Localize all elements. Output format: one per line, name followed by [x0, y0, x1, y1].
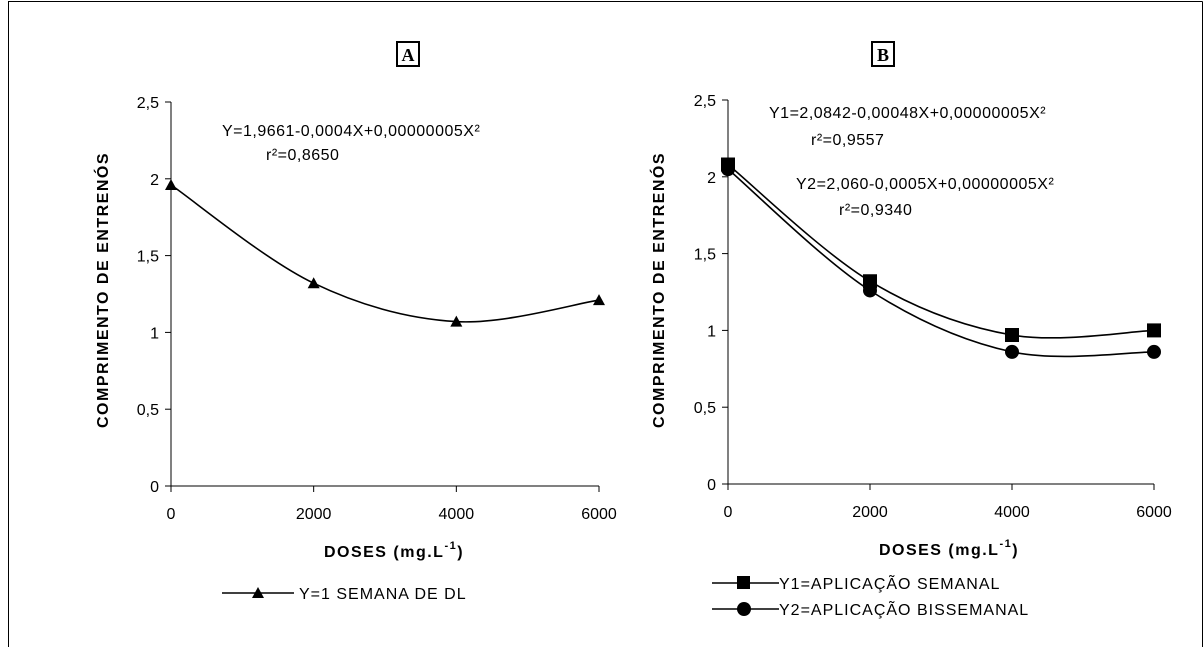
equation-label-y2: Y2=2,060-0,0005X+0,00000005X²	[796, 176, 1054, 193]
panel-a-label: A	[402, 45, 415, 65]
data-point-circle	[721, 162, 735, 177]
panel-a-label-box	[396, 41, 420, 67]
x-axis-title: DOSES (mg.L-1)	[879, 538, 1019, 559]
y-tick-label: 1,5	[137, 249, 159, 266]
data-point-triangle	[450, 315, 463, 327]
x-tick-label: 2000	[852, 504, 888, 521]
x-tick-label: 6000	[581, 506, 617, 523]
r2-label: r²=0,8650	[266, 147, 339, 164]
legend-marker-square	[737, 576, 750, 589]
legend: Y=1 SEMANA DE DL	[222, 586, 467, 603]
x-tick-label: 4000	[439, 506, 475, 523]
data-point-square	[1005, 328, 1019, 343]
legend-label: Y=1 SEMANA DE DL	[299, 586, 467, 603]
x-axis-ticks: 0 2000 4000 6000	[724, 484, 1172, 521]
data-point-triangle	[307, 277, 320, 289]
x-tick-label: 0	[724, 504, 733, 521]
y-tick-label: 0	[707, 477, 716, 494]
data-point-square	[1147, 323, 1161, 338]
y-tick-label: 1	[707, 323, 716, 340]
y-axis-ticks: 0 0,5 1 1,5 2 2,5	[137, 95, 171, 496]
x-tick-label: 6000	[1136, 504, 1172, 521]
y-tick-label: 0,5	[694, 400, 716, 417]
data-point-triangle	[165, 178, 177, 190]
y-tick-label: 1	[150, 325, 159, 342]
plot-area	[165, 178, 605, 327]
x-tick-label: 4000	[994, 504, 1030, 521]
y-tick-label: 2,5	[694, 93, 716, 110]
panel-b-label-box	[871, 41, 895, 67]
series-line	[727, 168, 1155, 358]
legend-label-y2: Y2=APLICAÇÃO BISSEMANAL	[779, 599, 1029, 619]
data-point-triangle	[593, 294, 605, 306]
y-tick-label: 0	[150, 479, 159, 496]
y-tick-label: 0,5	[137, 402, 159, 419]
y-axis-title: COMPRIMENTO DE ENTRENÓS	[93, 152, 112, 428]
data-point-circle	[1005, 344, 1019, 359]
y-tick-label: 2,5	[137, 95, 159, 112]
series-line	[727, 163, 1155, 339]
x-axis-ticks: 0 2000 4000 6000	[167, 486, 617, 523]
series-line	[170, 184, 600, 323]
y-tick-label: 2	[707, 170, 716, 187]
chart-panel-b: B COMPRIMENTO DE ENTRENÓS 0 0,5 1 1,5 2 2,5 0…	[649, 41, 1172, 619]
panel-b-label: B	[877, 45, 889, 65]
legend-marker-circle	[737, 602, 751, 616]
legend-label-y1: Y1=APLICAÇÃO SEMANAL	[779, 573, 1000, 593]
r2-label-y1: r²=0,9557	[811, 132, 884, 149]
y-axis-ticks: 0 0,5 1 1,5 2 2,5	[694, 93, 728, 494]
chart-panel-a: A COMPRIMENTO DE ENTRENÓS 0 0,5 1 1,5 2 2,5 0…	[93, 41, 617, 603]
x-axis-title: DOSES (mg.L-1)	[324, 540, 464, 561]
legend-marker-triangle	[252, 587, 264, 598]
x-tick-label: 2000	[296, 506, 332, 523]
r2-label-y2: r²=0,9340	[839, 202, 912, 219]
x-tick-label: 0	[167, 506, 176, 523]
y-axis-title: COMPRIMENTO DE ENTRENÓS	[649, 152, 668, 428]
plot-area	[721, 157, 1161, 359]
data-point-circle	[1147, 344, 1161, 359]
legend: Y1=APLICAÇÃO SEMANAL Y2=APLICAÇÃO BISSEM…	[712, 573, 1029, 619]
equation-label: Y=1,9661-0,0004X+0,00000005X²	[222, 123, 480, 140]
equation-label-y1: Y1=2,0842-0,00048X+0,00000005X²	[769, 105, 1046, 122]
y-tick-label: 2	[150, 172, 159, 189]
y-tick-label: 1,5	[694, 247, 716, 264]
data-point-circle	[863, 283, 877, 298]
